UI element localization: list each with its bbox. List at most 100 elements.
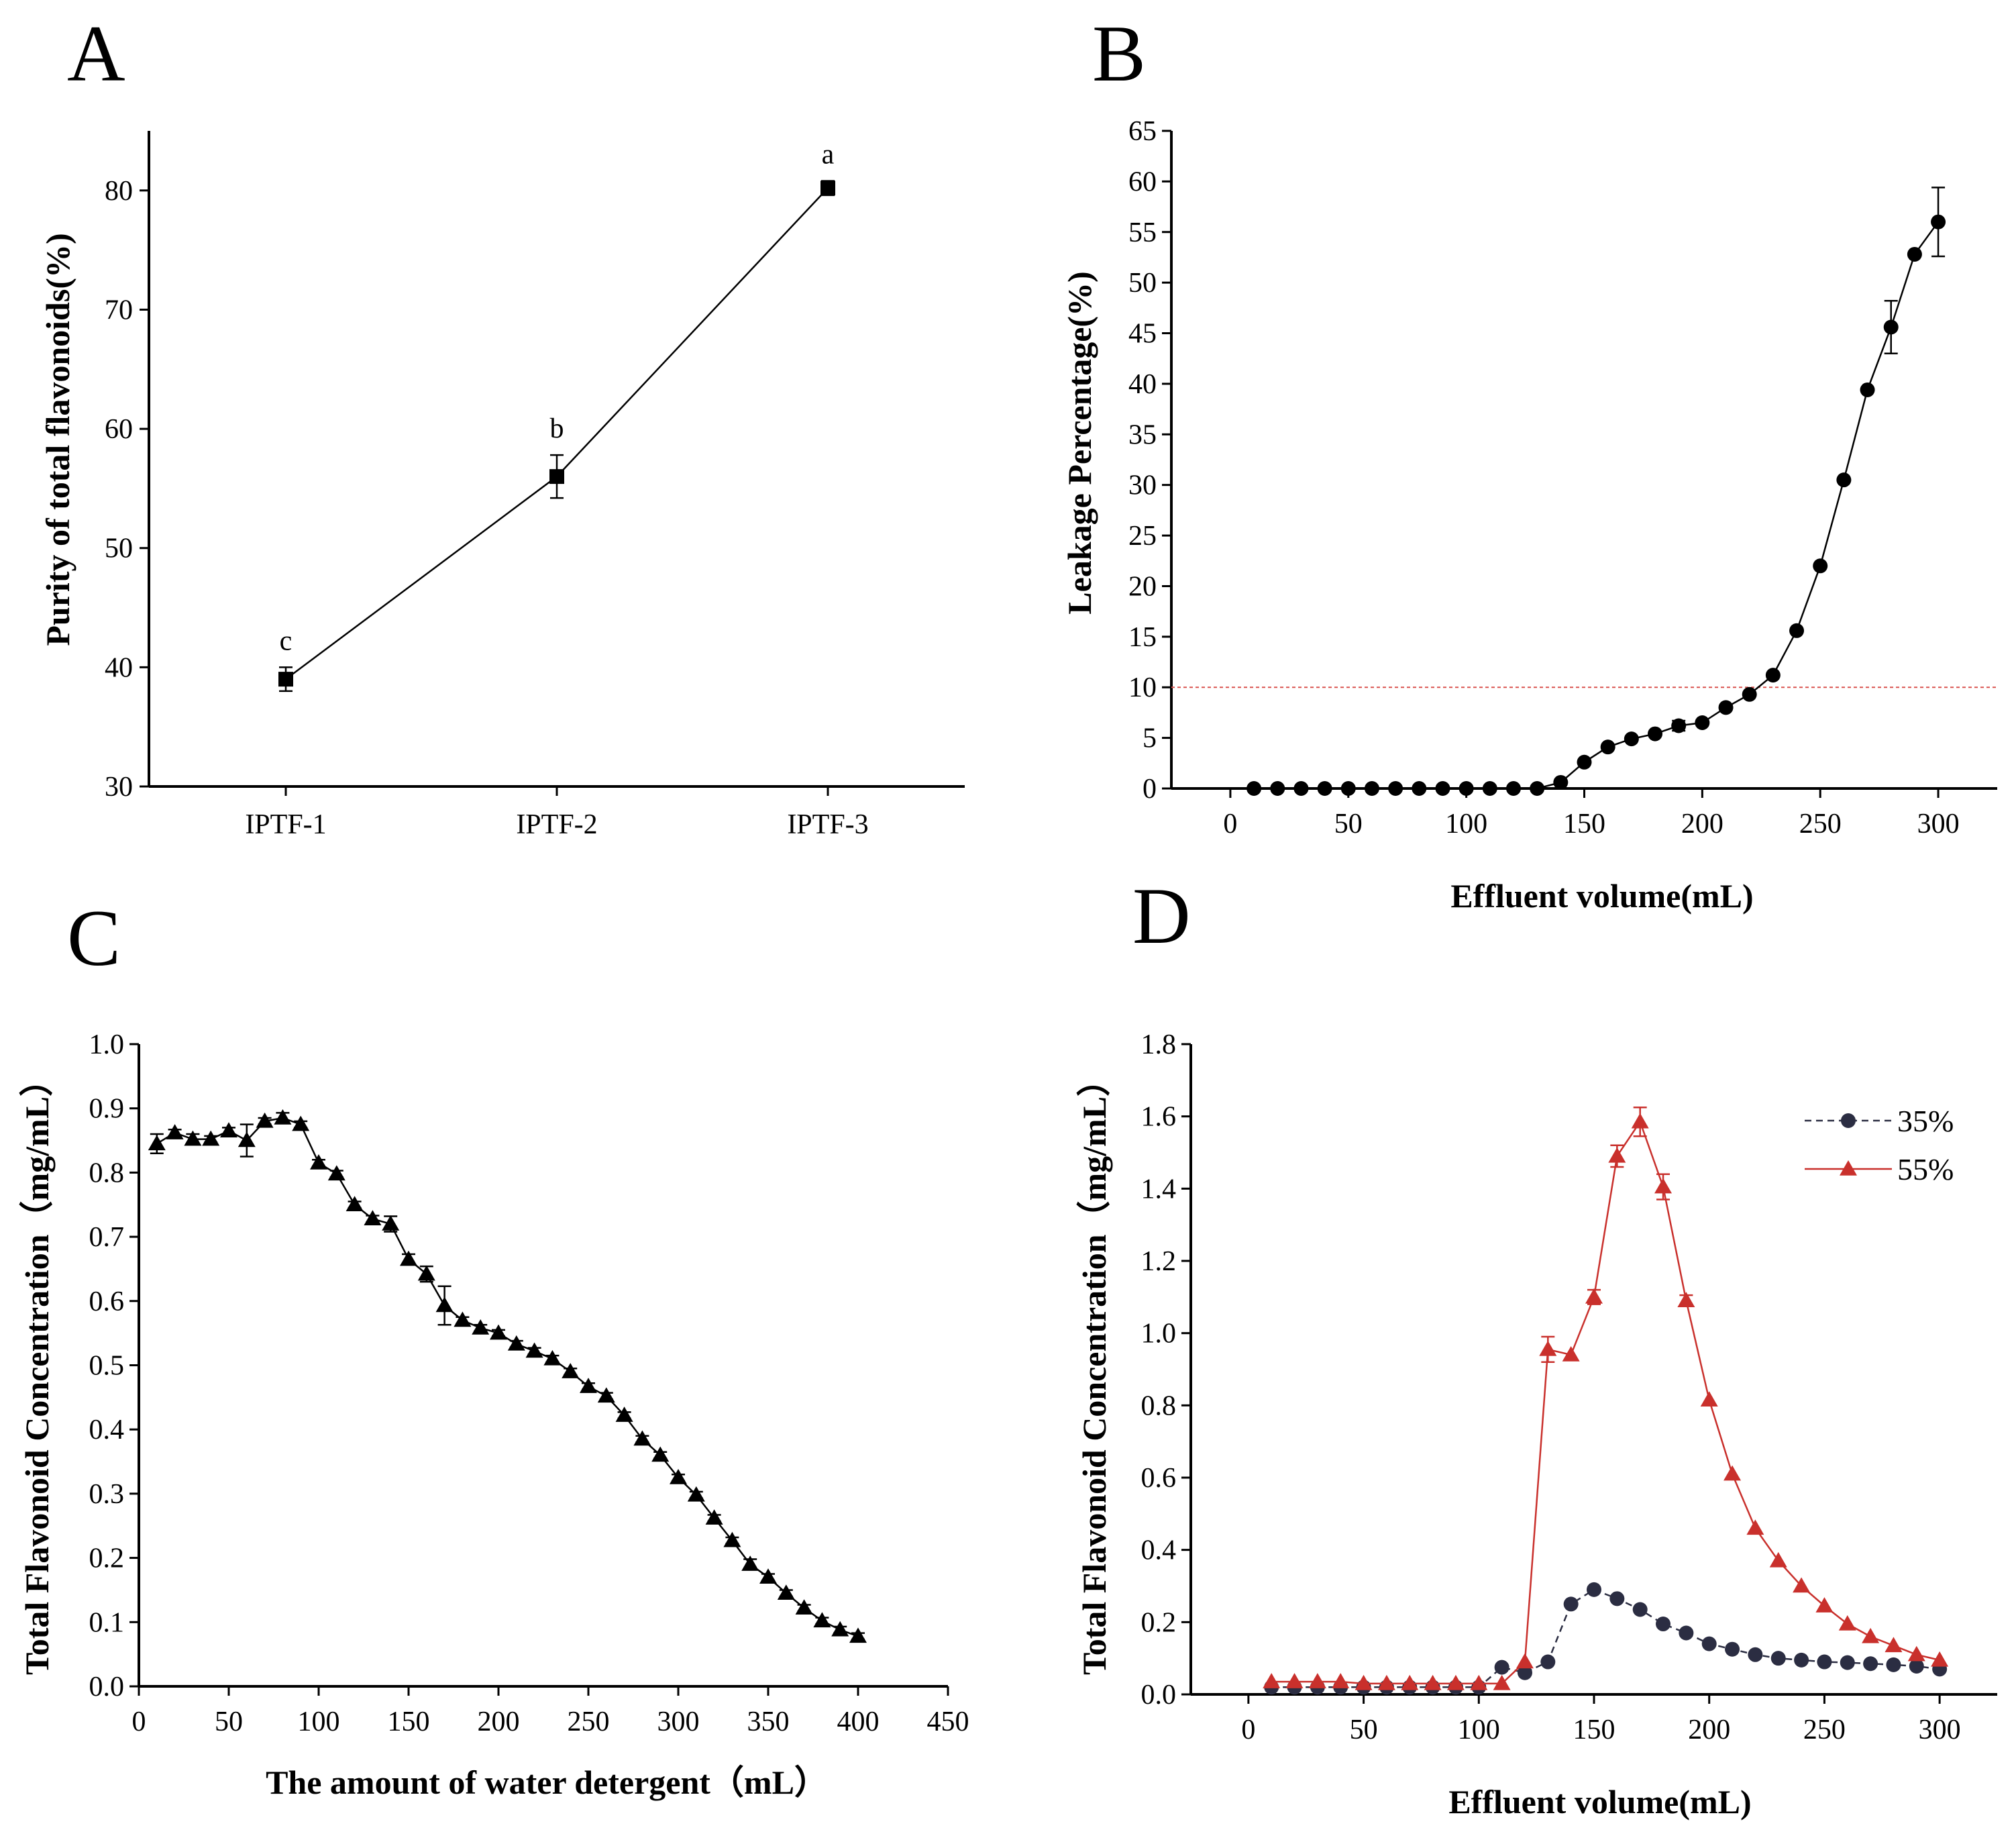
- panel-b-y-tick-label: 30: [1128, 470, 1157, 501]
- panel-d-legend: 35%55%: [1805, 1104, 1954, 1186]
- panel-d-x-tick-label: 300: [1919, 1715, 1961, 1745]
- panel-b-data-point: [1577, 754, 1592, 770]
- panel-b-data-point: [1553, 774, 1569, 790]
- panel-b-x-tick-label: 150: [1563, 809, 1605, 839]
- panel-c-x-tick-label: 150: [388, 1706, 430, 1737]
- panel-c-data-point: [615, 1407, 633, 1422]
- panel-c-data-point: [364, 1210, 382, 1226]
- panel-d-data-point: [1770, 1651, 1786, 1666]
- panel-d-data-point: [1700, 1391, 1718, 1407]
- panel-a-significance-label: a: [822, 140, 835, 170]
- panel-d-x-tick-label: 200: [1688, 1715, 1730, 1745]
- panel-d-data-point: [1609, 1591, 1625, 1606]
- panel-b-data-point: [1742, 686, 1757, 702]
- legend-marker-1: [1840, 1160, 1857, 1176]
- panel-d-data-point: [1838, 1615, 1856, 1631]
- panel-d-data-point: [1377, 1674, 1395, 1690]
- panel-d-data-point: [1493, 1674, 1511, 1690]
- panel-d-data-point: [1769, 1551, 1787, 1568]
- panel-c-data-point: [292, 1115, 310, 1131]
- panel-b-data-point: [1931, 214, 1946, 229]
- panel-d-data-point: [1931, 1651, 1949, 1667]
- panel-b-series-0: [1246, 187, 1946, 796]
- panel-c-y-ticks: 0.0 0.1 0.2 0.3 0.4 0.5 0.6 0.7 0.8 0.9 1.0: [89, 1029, 139, 1702]
- panel-b-axes: [1170, 131, 1997, 790]
- panel-b-y-tick-label: 0: [1143, 774, 1157, 805]
- panel-d-y-tick-label: 1.4: [1141, 1174, 1177, 1205]
- panel-c-y-tick-label: 0.3: [89, 1479, 125, 1510]
- panel-b-y-tick-label: 50: [1128, 268, 1157, 299]
- panel-c-data-point: [274, 1109, 292, 1125]
- panel-d-series-line: [1271, 1119, 1940, 1685]
- panel-c-y-tick-label: 0.9: [89, 1094, 125, 1125]
- panel-d-data-point: [1701, 1636, 1717, 1651]
- panel-b-x-tick-label: 200: [1681, 809, 1723, 839]
- panel-b-y-tick-label: 20: [1128, 571, 1157, 602]
- panel-a-data-point: [278, 672, 293, 687]
- panel-b-data-point: [1388, 781, 1403, 796]
- panel-a-x-tick-label: IPTF-2: [516, 809, 597, 840]
- panel-a-y-tick-label: 70: [105, 295, 133, 325]
- panel-d-y-axis-title: Total Flavonoid Concentration（mg/mL）: [1075, 1063, 1113, 1675]
- panel-b-data-point: [1860, 382, 1875, 397]
- panel-c-data-point: [777, 1584, 795, 1600]
- panel-b-data-point: [1364, 781, 1379, 796]
- panel-d-data-point: [1587, 1582, 1601, 1597]
- panel-b-y-axis-title: Leakage Percentage(%): [1061, 271, 1098, 614]
- panel-c-x-tick-label: 50: [215, 1706, 243, 1737]
- panel-c-data-point: [435, 1296, 454, 1313]
- panel-b-data-point: [1695, 715, 1710, 730]
- panel-d-y-tick-label: 1.6: [1141, 1102, 1177, 1133]
- panel-a-x-tick-label: IPTF-1: [245, 809, 326, 840]
- panel-d-data-point: [1909, 1659, 1924, 1674]
- panel-c-data-point: [723, 1531, 741, 1547]
- panel-d-letter: D: [1132, 871, 1191, 960]
- panel-b-data-point: [1270, 781, 1285, 796]
- panel-d-data-point: [1863, 1656, 1878, 1672]
- panel-b-data-point: [1718, 700, 1734, 715]
- panel-c-data-point: [346, 1196, 364, 1211]
- panel-a-y-tick-label: 60: [105, 414, 133, 445]
- panel-c-y-tick-label: 0.0: [89, 1672, 125, 1702]
- panel-d-series-1: [1263, 1106, 1949, 1690]
- legend-marker-0: [1841, 1113, 1856, 1128]
- panel-d-series-0: [1264, 1582, 1948, 1695]
- panel-d-data-point: [1332, 1673, 1350, 1688]
- panel-c-y-tick-label: 1.0: [89, 1029, 125, 1060]
- panel-c-y-tick-label: 0.7: [89, 1222, 125, 1253]
- panel-a-y-tick-label: 30: [105, 772, 133, 803]
- panel-d-data-point: [1401, 1674, 1419, 1690]
- panel-a-y-tick-label: 50: [105, 533, 133, 564]
- panel-b-data-point: [1671, 718, 1687, 733]
- panel-c-series-0: [148, 1109, 867, 1643]
- legend-label-1: 55%: [1897, 1152, 1954, 1186]
- panel-c-x-tick-label: 0: [132, 1706, 146, 1737]
- panel-c-data-point: [507, 1335, 525, 1351]
- panel-b-y-ticks: 0 5 10 15 20 25 30 35 40 45 50 55 60 65: [1128, 116, 1171, 805]
- panel-c-data-point: [327, 1165, 346, 1181]
- panel-d-data-point: [1632, 1602, 1648, 1617]
- panel-d-x-tick-label: 250: [1803, 1715, 1846, 1745]
- panel-c-data-point: [687, 1486, 705, 1502]
- panel-d-data-point: [1494, 1659, 1509, 1675]
- panel-b-y-tick-label: 45: [1128, 319, 1157, 350]
- panel-b-y-tick-label: 40: [1128, 369, 1157, 400]
- panel-c-data-point: [310, 1154, 327, 1170]
- panel-d-data-point: [1840, 1655, 1855, 1670]
- panel-b-y-tick-label: 25: [1128, 521, 1157, 552]
- panel-c-y-axis-title: Total Flavonoid Concentration（mg/mL）: [18, 1063, 56, 1675]
- panel-c-y-tick-label: 0.4: [89, 1415, 125, 1445]
- panel-a-letter: A: [67, 9, 125, 98]
- panel-b-data-point: [1624, 731, 1639, 747]
- panel-d-data-point: [1446, 1674, 1465, 1690]
- panel-d-data-point: [1656, 1617, 1671, 1632]
- panel-d: D 0.0 0.2 0.4 0.6 0.8 1.0 1.2 1.4 1.6 1.8 0 50 100 1…: [1075, 871, 1997, 1821]
- panel-c-x-tick-label: 100: [298, 1706, 340, 1737]
- panel-d-data-point: [1885, 1637, 1903, 1653]
- panel-b-data-point: [1600, 739, 1615, 755]
- panel-c-data-point: [562, 1363, 580, 1378]
- panel-d-x-tick-label: 100: [1458, 1715, 1500, 1745]
- panel-c-data-point: [382, 1215, 400, 1231]
- panel-b-data-point: [1765, 668, 1781, 683]
